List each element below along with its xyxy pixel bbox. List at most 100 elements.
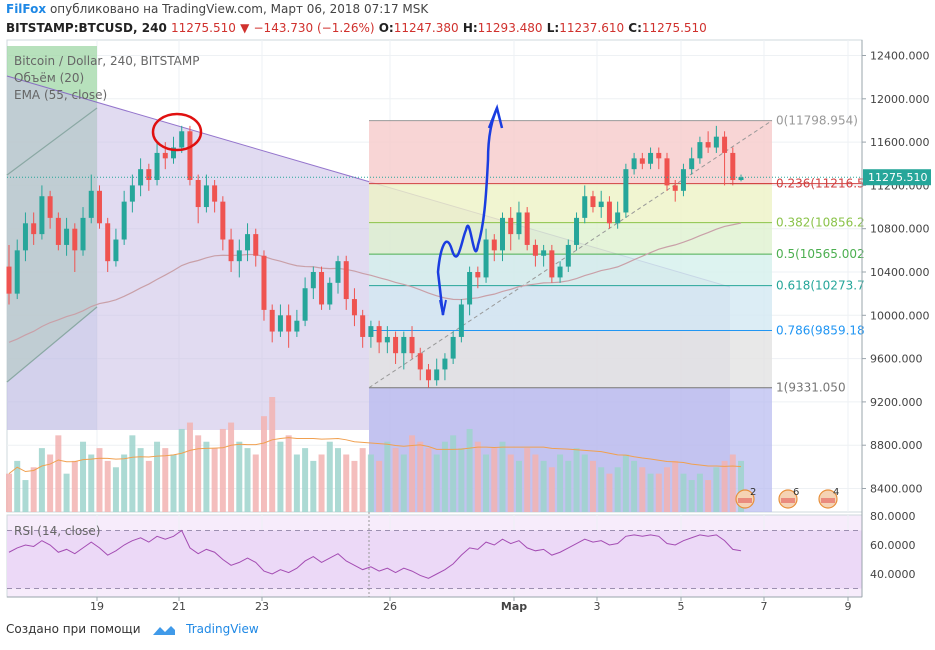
candle-body <box>88 190 94 218</box>
volume-bar <box>606 473 613 512</box>
volume-bar <box>367 454 374 512</box>
footer-tradingview-link[interactable]: TradingView <box>186 622 259 636</box>
volume-bar <box>540 460 547 512</box>
volume-bar <box>639 467 646 512</box>
candle-body <box>335 261 341 283</box>
volume-bar <box>557 454 564 512</box>
volume-bar <box>515 460 522 512</box>
volume-bar <box>548 467 555 512</box>
candle-body <box>14 250 20 294</box>
candle-body <box>582 196 588 218</box>
legend-rsi[interactable]: RSI (14, close) <box>14 524 101 538</box>
footer: Создано при помощи TradingView <box>6 622 259 637</box>
legend-title[interactable]: Bitcoin / Dollar, 240, BITSTAMP <box>14 54 200 68</box>
candle-body <box>319 272 325 305</box>
volume-bar <box>318 454 325 512</box>
candle-body <box>220 201 226 240</box>
tradingview-logo-icon <box>153 625 176 635</box>
fib-level-label: 0.618(10273.7 <box>776 279 865 293</box>
candle-body <box>541 250 547 256</box>
drawn-circle <box>151 112 203 152</box>
candle-body <box>113 239 119 262</box>
candle-body <box>121 201 127 240</box>
candle-body <box>500 217 505 251</box>
volume-bar <box>96 448 103 512</box>
candle-body <box>393 336 399 354</box>
candle-body <box>105 223 111 262</box>
candle-body <box>425 369 431 381</box>
legend-ema[interactable]: EMA (55, close) <box>14 88 108 102</box>
candle-body <box>154 152 160 180</box>
high-value: 11293.480 <box>477 21 543 35</box>
brand-name[interactable]: FilFox <box>6 2 47 16</box>
volume-bar <box>598 467 605 512</box>
volume-bar <box>573 448 580 512</box>
volume-bar <box>6 473 12 512</box>
candle-body <box>253 234 259 256</box>
legend-volume[interactable]: Объём (20) <box>14 71 85 85</box>
low-value: 11237.610 <box>559 21 625 35</box>
volume-bar <box>162 448 169 512</box>
volume-bar <box>22 480 29 512</box>
volume-bar <box>269 397 276 512</box>
ohlc-line: BITSTAMP:BTCUSD, 240 11275.510 ▼ −143.73… <box>6 21 707 35</box>
candle-body <box>171 147 176 159</box>
price-axis-tick-label: 9600.000 <box>870 353 923 366</box>
candle-body <box>598 201 604 208</box>
volume-bar <box>88 454 95 512</box>
candle-body <box>31 223 37 235</box>
candle-body <box>483 239 489 278</box>
rsi-band <box>7 530 862 589</box>
candle-body <box>64 228 70 245</box>
candle-body <box>623 169 629 213</box>
price-axis-tick-label: 10000.000 <box>870 309 930 322</box>
volume-bar <box>335 448 341 512</box>
volume-bar <box>252 454 259 512</box>
candle-body <box>738 177 744 180</box>
volume-bar <box>112 467 119 512</box>
volume-bar <box>195 435 202 512</box>
candle-body <box>162 152 168 159</box>
footer-created: Создано при помощи <box>6 622 141 636</box>
fib-level-label: 0.5(10565.002 <box>776 247 865 261</box>
time-axis-tick-label: Мар <box>501 600 527 613</box>
volume-bar <box>384 441 391 512</box>
volume-bar <box>351 460 358 512</box>
candle-body <box>129 185 135 202</box>
time-axis-tick-label: 9 <box>845 600 852 613</box>
volume-bar <box>458 448 465 512</box>
rsi-line <box>8 529 742 579</box>
candle-body <box>384 336 390 343</box>
volume-bar <box>310 460 317 512</box>
candle-body <box>228 239 234 262</box>
volume-bar <box>491 448 498 512</box>
candle-body <box>286 315 292 332</box>
time-axis-tick-label: 5 <box>678 600 685 613</box>
price-axis-tick-label: 10800.000 <box>870 223 930 236</box>
candle-body <box>409 336 415 354</box>
volume-bar <box>680 473 687 512</box>
drawn-arrow-tail <box>439 299 447 316</box>
volume-bar <box>154 441 161 512</box>
volume-bar <box>38 448 45 512</box>
candle-body <box>277 315 283 332</box>
volume-bar <box>203 441 210 512</box>
candle-body <box>516 212 522 235</box>
fib-level-label: 0.382(10856.2 <box>776 216 865 230</box>
candle-body <box>722 136 728 153</box>
fib-level-label: 1(9331.050 <box>776 381 846 395</box>
volume-ma-line <box>8 437 742 475</box>
volume-bar <box>145 460 152 512</box>
volume-bar <box>425 448 432 512</box>
fib-level-label: 0.786(9859.18 <box>776 324 865 338</box>
volume-bar <box>170 454 177 512</box>
candle-body <box>376 326 382 343</box>
fib-level-label: 0(11798.954) <box>776 114 858 128</box>
volume-bar <box>376 460 383 512</box>
candle-body <box>697 142 703 159</box>
volume-bar <box>359 448 366 512</box>
candle-body <box>343 261 349 300</box>
volume-bar <box>137 448 144 512</box>
volume-bar <box>47 454 54 512</box>
